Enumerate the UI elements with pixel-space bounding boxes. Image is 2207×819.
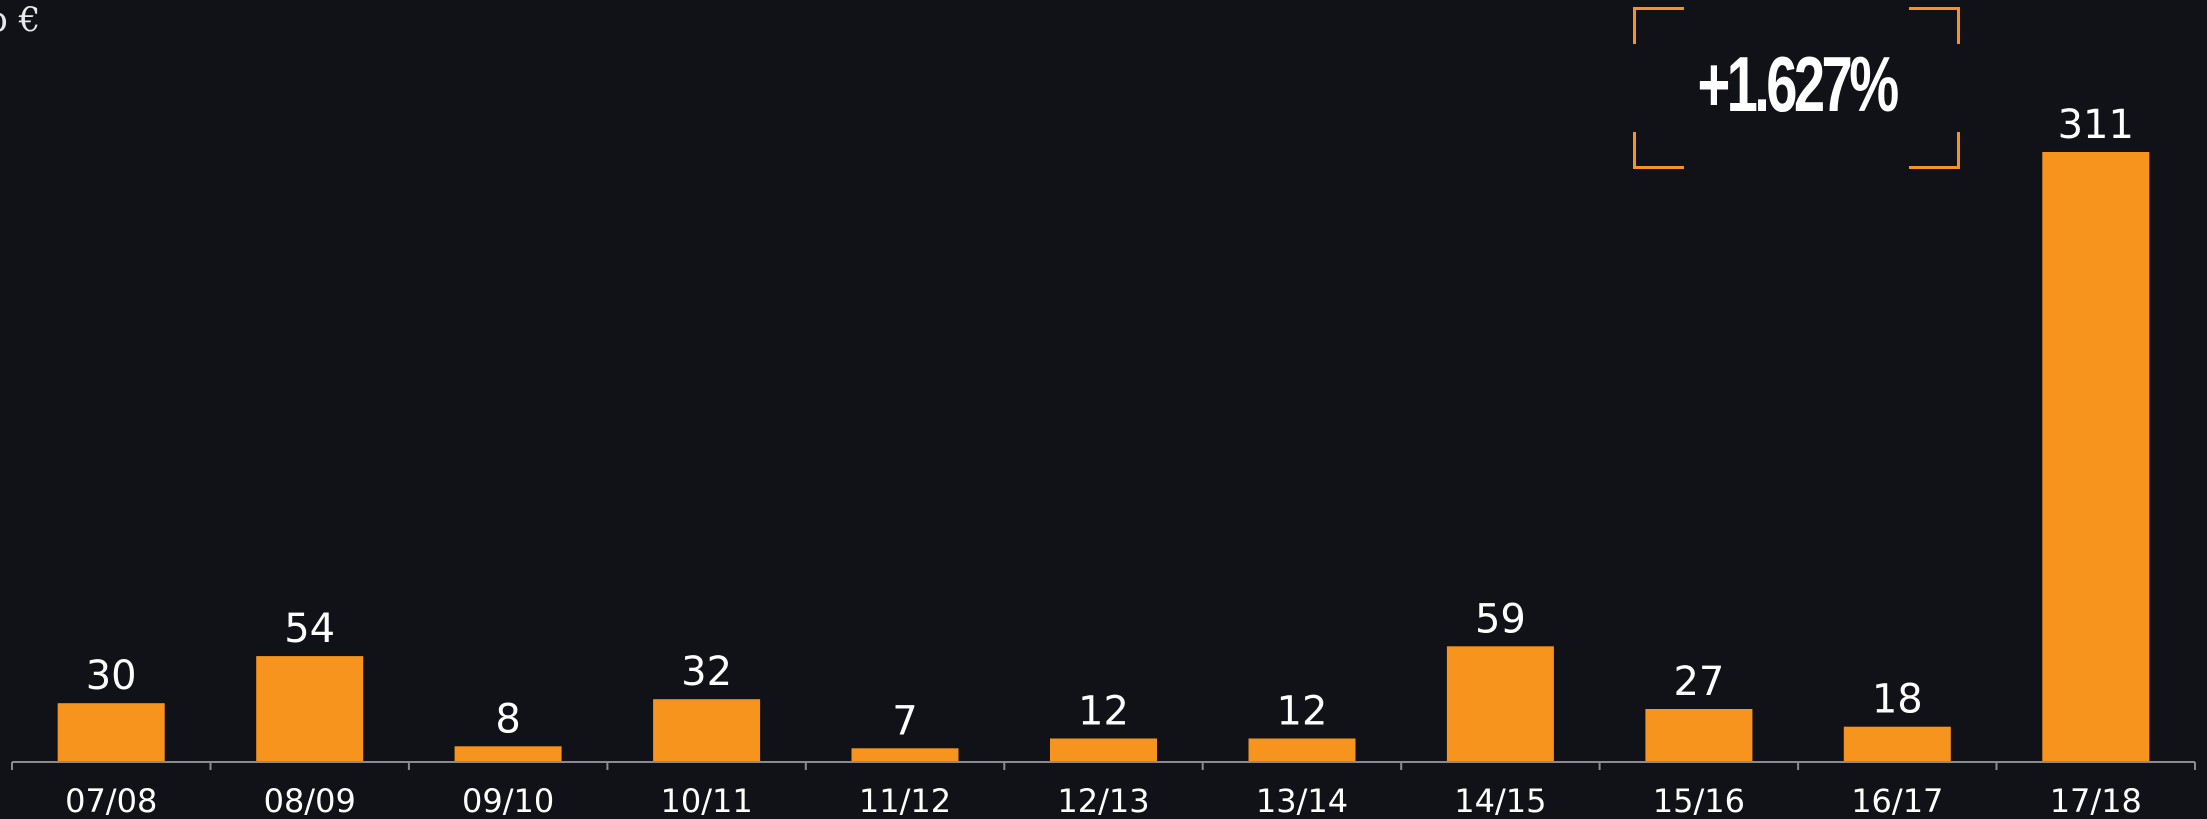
value-label-10/11: 32: [681, 649, 732, 695]
bar-12/13: [1050, 738, 1157, 762]
x-tick-label-15/16: 15/16: [1653, 782, 1745, 819]
x-tick-label-17/18: 17/18: [2050, 782, 2142, 819]
x-tick-label-08/09: 08/09: [264, 782, 356, 819]
growth-callout: +1.627%: [1633, 7, 1960, 169]
callout-corner-bottom-right: [1909, 132, 1960, 169]
bar-13/14: [1248, 738, 1356, 762]
bar-09/10: [454, 746, 562, 762]
callout-corner-top-left: [1633, 7, 1684, 44]
x-tick-label-16/17: 16/17: [1851, 782, 1943, 819]
value-label-11/12: 7: [892, 698, 917, 744]
x-tick-labels-group: 07/08 08/09 09/10 10/11 11/12 12/13 13/14 14/15…: [65, 782, 2142, 819]
bar-15/16: [1645, 709, 1753, 762]
value-label-17/18: 311: [2058, 102, 2134, 148]
value-label-15/16: 27: [1673, 659, 1724, 705]
value-label-09/10: 8: [495, 696, 520, 742]
bar-14/15: [1446, 646, 1554, 762]
callout-corner-top-right: [1909, 7, 1960, 44]
value-labels-group: 30 54 8 32 7 12 12 59 27 18 311: [86, 102, 2134, 744]
x-tick-label-07/08: 07/08: [65, 782, 157, 819]
x-tick-label-11/12: 11/12: [859, 782, 951, 819]
x-tick-label-14/15: 14/15: [1454, 782, 1546, 819]
value-label-12/13: 12: [1078, 689, 1129, 735]
bar-10/11: [653, 699, 761, 762]
value-label-13/14: 12: [1277, 689, 1328, 735]
callout-corner-bottom-left: [1633, 132, 1684, 169]
x-tick-label-12/13: 12/13: [1057, 782, 1149, 819]
x-tick-label-10/11: 10/11: [660, 782, 752, 819]
bars-group: [57, 152, 2150, 762]
bar-16/17: [1843, 726, 1951, 762]
bar-11/12: [851, 748, 959, 762]
x-ticks-group: [11, 762, 2196, 770]
value-label-16/17: 18: [1872, 677, 1923, 723]
bar-08/09: [256, 656, 364, 762]
x-tick-label-13/14: 13/14: [1256, 782, 1348, 819]
bar-07/08: [57, 703, 165, 762]
unit-label: b €: [0, 0, 41, 40]
value-label-07/08: 30: [86, 653, 137, 699]
growth-percentage: +1.627%: [1697, 40, 1899, 128]
value-label-08/09: 54: [284, 606, 335, 652]
value-label-14/15: 59: [1475, 596, 1526, 642]
x-tick-label-09/10: 09/10: [462, 782, 554, 819]
bar-17/18: [2042, 152, 2150, 762]
